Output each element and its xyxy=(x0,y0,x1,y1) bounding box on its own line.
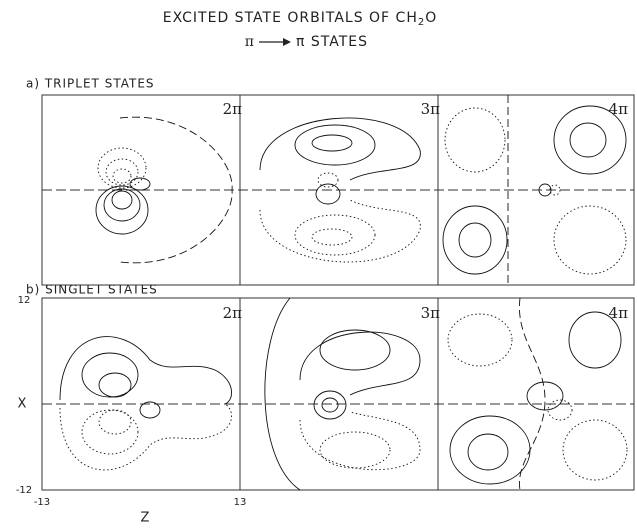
row-label: a) TRIPLET STATES xyxy=(26,77,155,91)
panel-label: 3π xyxy=(421,304,441,322)
contours xyxy=(442,95,627,285)
contours xyxy=(259,117,421,263)
title: EXCITED STATE ORBITALS OF CH2O xyxy=(163,10,438,28)
contours xyxy=(447,298,628,490)
panel-label: 2π xyxy=(223,304,243,322)
contours xyxy=(264,298,421,490)
x-axis-left: -13 xyxy=(34,497,50,508)
y-axis-bottom: -12 xyxy=(16,485,32,496)
y-axis-label: X xyxy=(18,397,27,412)
row-label: b) SINGLET STATES xyxy=(26,283,158,297)
contours xyxy=(59,336,232,471)
contours xyxy=(95,116,233,264)
panel-label: 2π xyxy=(223,100,243,118)
y-axis-top: 12 xyxy=(18,295,31,306)
panel-frames xyxy=(41,94,635,491)
x-axis-label: Z xyxy=(141,511,150,526)
arrow-head xyxy=(283,38,291,46)
panel-label: 4π xyxy=(609,100,629,118)
subtitle-to: π STATES xyxy=(296,34,368,50)
panel-label: 3π xyxy=(421,100,441,118)
subtitle-from: π xyxy=(245,34,254,50)
x-axis-right: 13 xyxy=(234,497,247,508)
panel-label: 4π xyxy=(609,304,629,322)
